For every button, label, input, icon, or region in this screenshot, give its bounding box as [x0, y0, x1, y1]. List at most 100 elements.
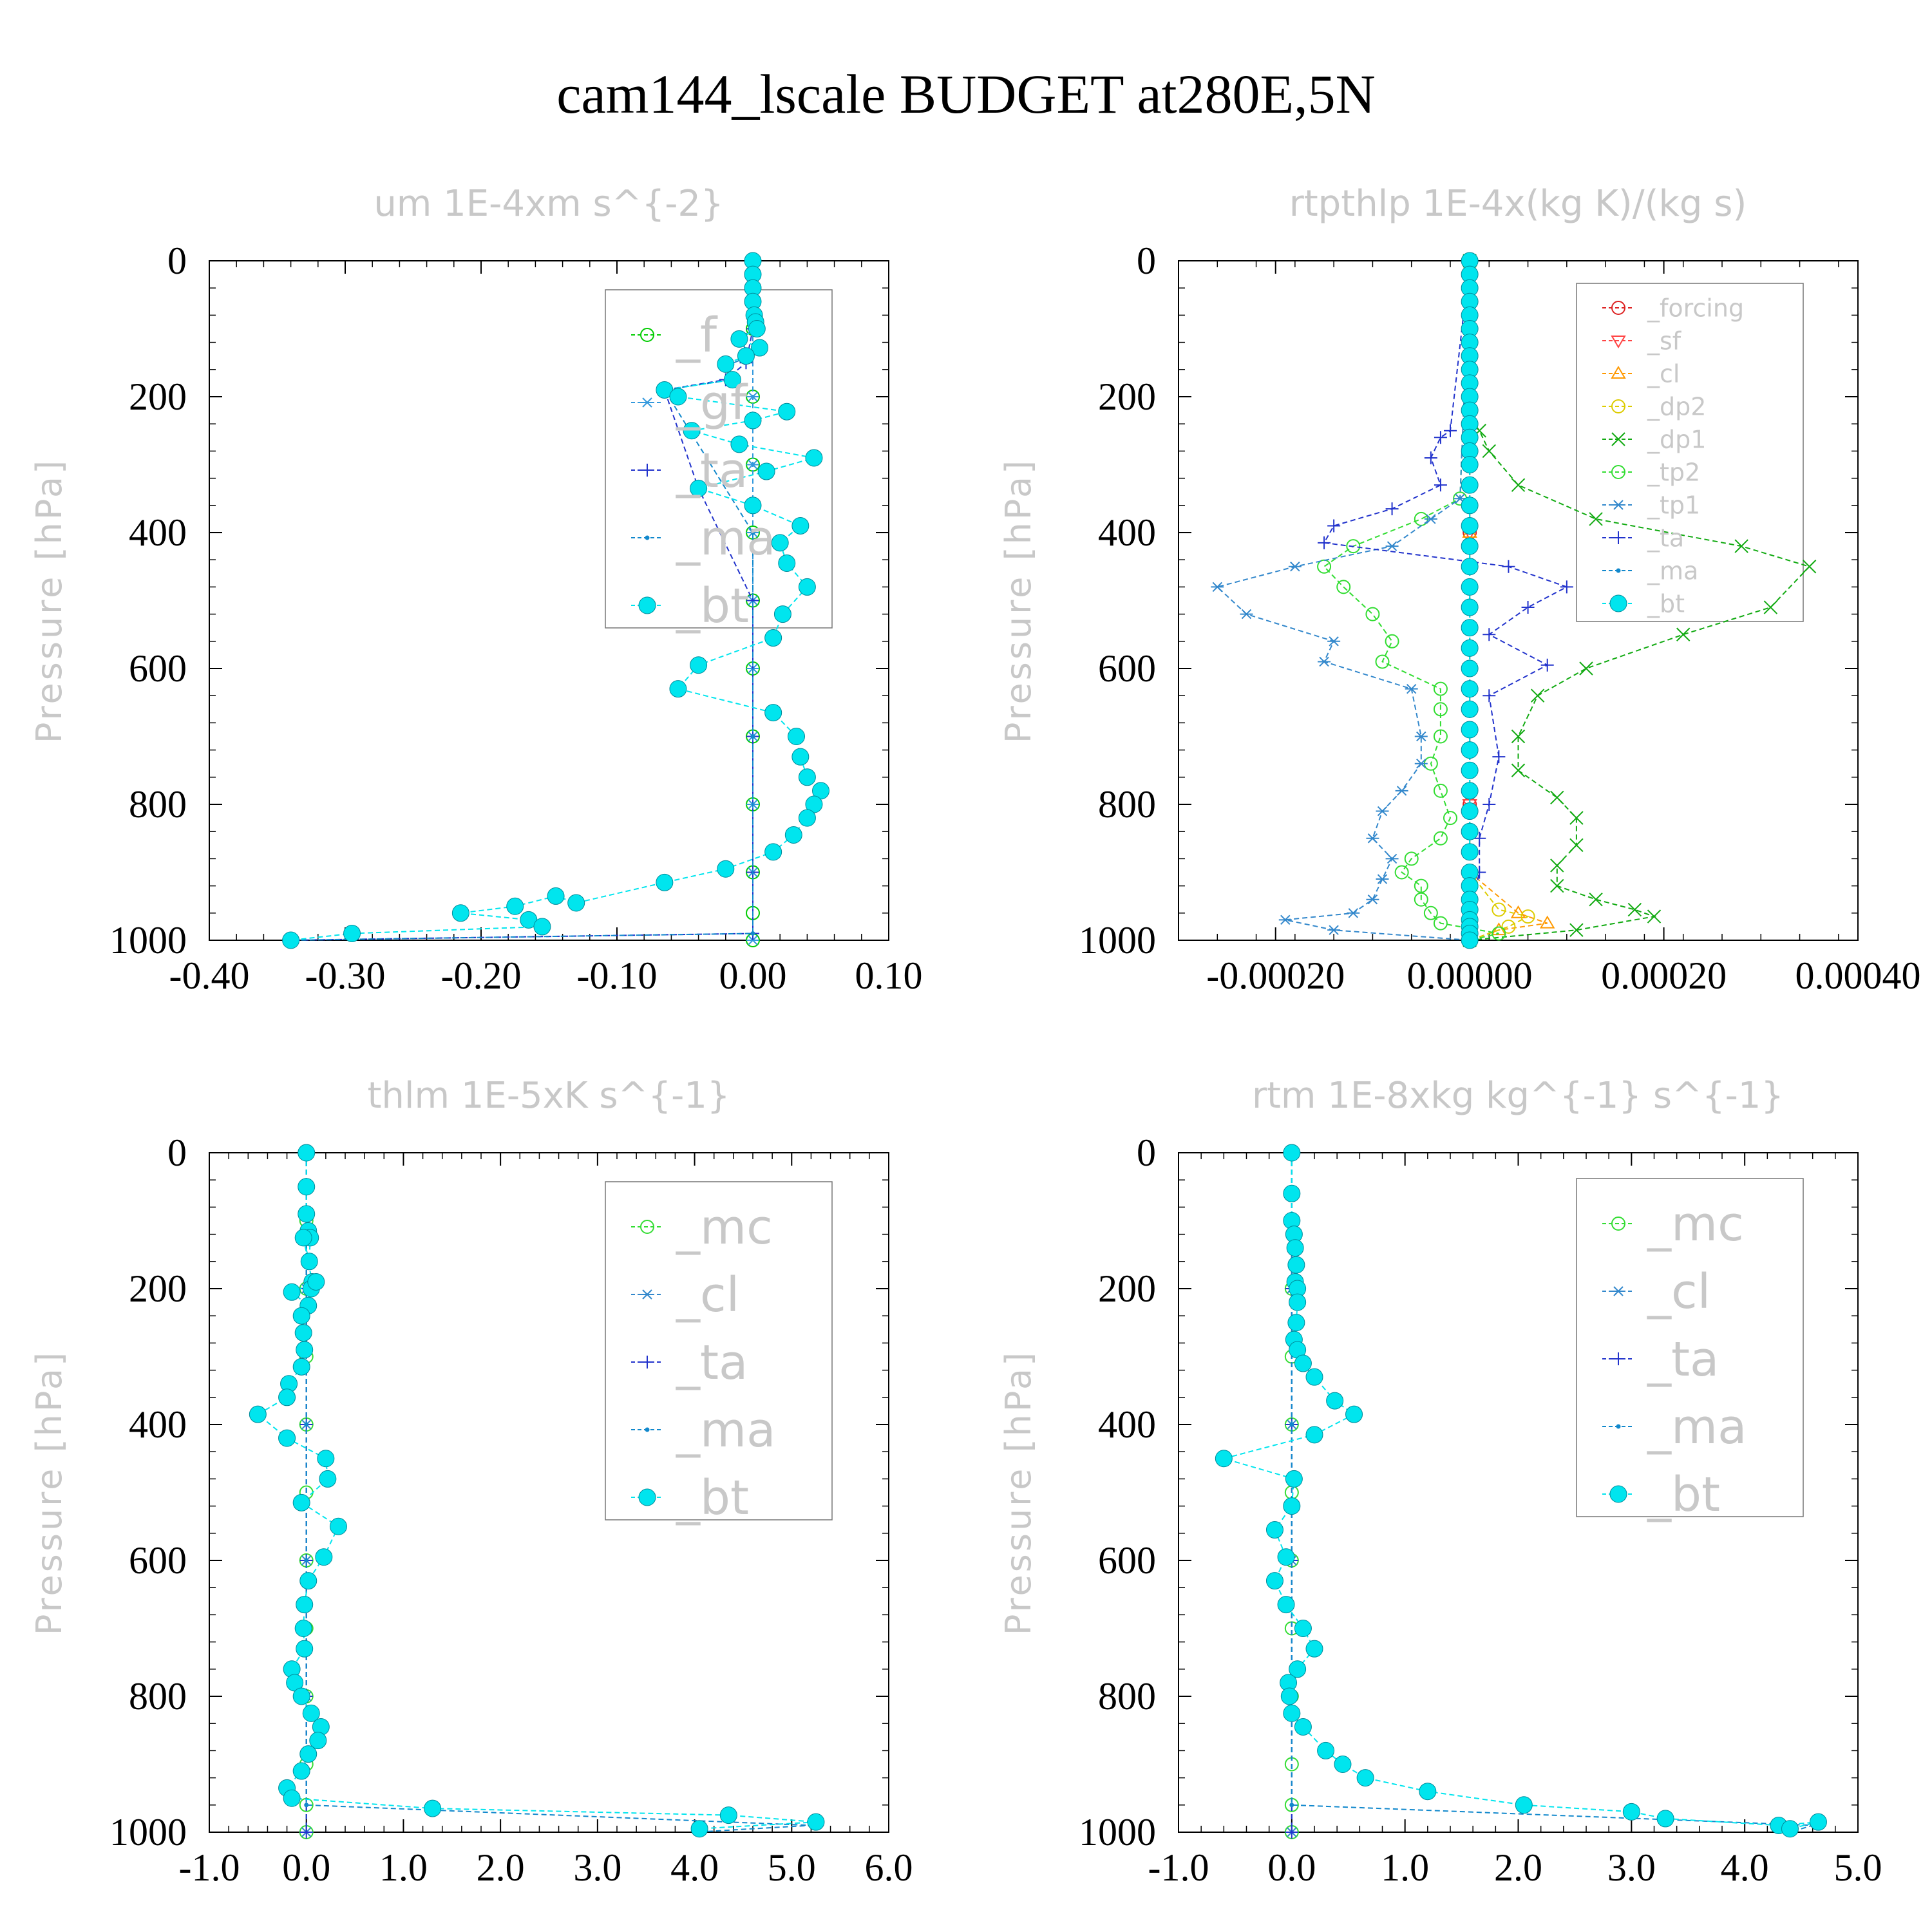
data-point — [751, 339, 769, 357]
data-point — [278, 1429, 296, 1447]
legend-marker — [641, 1356, 654, 1368]
data-point — [1385, 502, 1399, 516]
data-point — [1288, 562, 1302, 572]
data-point — [296, 1341, 314, 1359]
plot-frame — [209, 1152, 889, 1833]
x-tick-label: 2.0 — [477, 1846, 525, 1889]
data-point — [1327, 519, 1341, 533]
legend-label: _bt — [676, 1470, 749, 1526]
data-point — [1305, 1640, 1323, 1658]
data-point — [1530, 688, 1545, 703]
y-tick-label: 200 — [129, 375, 187, 418]
y-tick-label: 200 — [1098, 1267, 1156, 1310]
data-point — [296, 1596, 314, 1614]
x-tick-label: 0.10 — [855, 954, 923, 997]
data-point — [1265, 1521, 1283, 1539]
panel-um: um 1E-4xm s^{-2} Pressure [hPa] -0.40 -0.30… — [29, 183, 923, 997]
data-point — [1289, 1803, 1294, 1808]
x-tick-label: 3.0 — [573, 1846, 621, 1889]
legend-label: _cl — [1647, 359, 1680, 388]
y-axis-label: Pressure [hPa] — [29, 1350, 70, 1635]
x-tick-label: 0.00040 — [1795, 954, 1921, 997]
data-point — [1318, 656, 1331, 667]
panel-rtpthlp: rtpthlp 1E-4x(kg K)/(kg s) Pressure [hPa]… — [998, 183, 1921, 997]
y-axis-label: Pressure [hPa] — [998, 458, 1039, 743]
data-point — [1336, 580, 1351, 594]
legend-label: _forcing — [1647, 294, 1744, 322]
data-point — [744, 497, 762, 515]
data-point — [1461, 456, 1479, 473]
data-point — [1510, 905, 1526, 918]
data-point — [1656, 1810, 1674, 1828]
data-point — [1539, 915, 1555, 929]
data-point — [319, 1470, 337, 1488]
y-tick-label: 600 — [1098, 1539, 1156, 1582]
data-point — [1278, 914, 1292, 925]
data-point — [773, 605, 791, 623]
data-point — [1294, 1620, 1312, 1637]
data-point — [1327, 636, 1341, 647]
x-tick-label: 4.0 — [1721, 1846, 1769, 1889]
data-point — [1375, 654, 1390, 669]
data-point — [690, 656, 708, 674]
legend-label: _bt — [676, 578, 749, 634]
data-point — [764, 629, 782, 647]
y-tick-label: 400 — [129, 1403, 187, 1446]
data-point — [1763, 600, 1778, 614]
data-point — [791, 516, 810, 535]
data-point — [746, 459, 759, 470]
data-point — [1289, 1660, 1307, 1678]
data-point — [683, 422, 701, 440]
data-point — [1283, 1497, 1301, 1515]
data-point — [299, 1572, 317, 1590]
x-tick-label: -0.20 — [441, 954, 522, 997]
data-point — [1461, 721, 1479, 739]
legend-label: _ma — [1647, 1399, 1747, 1455]
panel-title: rtpthlp 1E-4x(kg K)/(kg s) — [1289, 183, 1747, 225]
legend-marker — [645, 535, 650, 540]
data-point — [1424, 514, 1437, 524]
data-point — [282, 931, 300, 949]
data-point — [283, 1789, 301, 1807]
data-point — [1346, 539, 1361, 554]
x-tick-label: -1.0 — [179, 1846, 240, 1889]
data-point — [451, 904, 469, 922]
data-point — [1334, 1756, 1352, 1773]
data-point — [1376, 806, 1389, 817]
series-bt — [249, 1144, 825, 1838]
y-tick-label: 800 — [1098, 1675, 1156, 1718]
y-tick-label: 1000 — [1079, 1811, 1156, 1853]
legend-label: _cl — [1647, 1264, 1710, 1320]
y-tick-label: 400 — [1098, 1403, 1156, 1446]
data-point — [1461, 476, 1479, 494]
data-point — [1809, 1813, 1827, 1831]
y-tick-label: 600 — [129, 1539, 187, 1582]
data-point — [1385, 853, 1399, 864]
y-axis-label: Pressure [hPa] — [29, 458, 70, 743]
data-point — [1305, 1368, 1323, 1386]
data-point — [1482, 689, 1496, 703]
data-point — [292, 1687, 310, 1705]
data-point — [1414, 892, 1428, 907]
series-line — [1323, 260, 1569, 940]
x-tick-label: 6.0 — [865, 1846, 913, 1889]
legend-marker — [1611, 366, 1626, 379]
panel-title: thlm 1E-5xK s^{-1} — [367, 1075, 730, 1117]
data-point — [730, 330, 748, 348]
data-point — [1461, 497, 1479, 515]
data-point — [1433, 783, 1448, 798]
data-point — [1287, 1256, 1305, 1274]
legend-marker — [1612, 1352, 1625, 1365]
data-point — [292, 1307, 310, 1325]
legend-marker — [640, 328, 654, 342]
y-tick-label: 1000 — [109, 1811, 187, 1853]
legend-marker — [641, 397, 654, 408]
data-point — [294, 1620, 312, 1637]
data-point — [1676, 627, 1690, 641]
data-point — [1550, 790, 1564, 805]
data-point — [1461, 516, 1479, 535]
data-point — [1444, 424, 1457, 437]
data-point — [750, 734, 755, 739]
legend-marker — [645, 1427, 650, 1432]
data-point — [764, 843, 782, 861]
